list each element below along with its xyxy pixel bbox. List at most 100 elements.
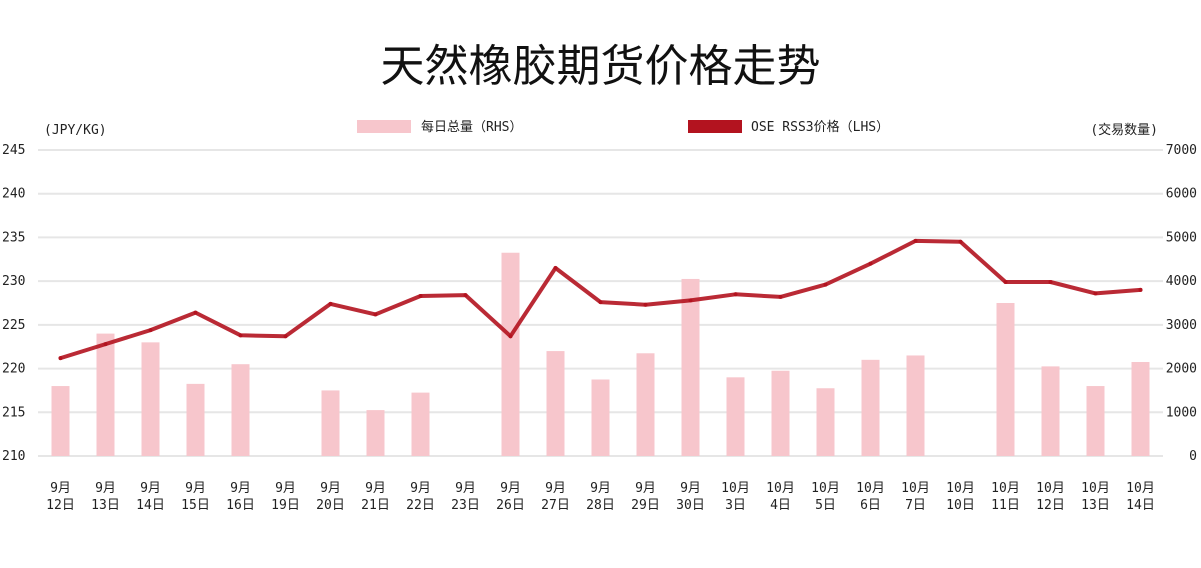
price-point bbox=[1138, 287, 1143, 292]
price-point bbox=[328, 301, 333, 306]
volume-bar bbox=[321, 390, 340, 456]
left-tick-label: 210 bbox=[2, 449, 25, 464]
volume-bar bbox=[96, 333, 115, 456]
x-tick-month: 9月 bbox=[545, 481, 566, 496]
x-tick-month: 9月 bbox=[635, 481, 656, 496]
x-tick-day: 27日 bbox=[541, 498, 570, 513]
x-tick-month: 10月 bbox=[721, 481, 750, 496]
price-point bbox=[1003, 280, 1008, 285]
x-tick-month: 10月 bbox=[766, 481, 795, 496]
price-point bbox=[238, 333, 243, 338]
price-point bbox=[913, 238, 918, 243]
x-tick-label: 10月 10日 bbox=[946, 481, 975, 513]
price-point bbox=[58, 356, 63, 361]
x-tick-label: 9月 19日 bbox=[271, 481, 300, 513]
x-tick-day: 22日 bbox=[406, 498, 435, 513]
right-tick-label: 7000 bbox=[1166, 143, 1197, 158]
volume-bar bbox=[411, 392, 430, 456]
legend: 每日总量（RHS） OSE RSS3价格（LHS） bbox=[357, 119, 889, 135]
price-point bbox=[778, 294, 783, 299]
price-point bbox=[508, 334, 513, 339]
x-tick-label: 10月 13日 bbox=[1081, 481, 1110, 513]
x-tick-month: 9月 bbox=[50, 481, 71, 496]
x-tick-label: 10月 14日 bbox=[1126, 481, 1155, 513]
volume-bar bbox=[681, 278, 700, 456]
price-point bbox=[553, 266, 558, 271]
price-point bbox=[868, 261, 873, 266]
volume-bar bbox=[51, 386, 70, 456]
x-tick-day: 10日 bbox=[946, 498, 975, 513]
x-tick-label: 9月 15日 bbox=[181, 481, 210, 513]
price-point bbox=[463, 293, 468, 298]
x-tick-label: 9月 29日 bbox=[631, 481, 660, 513]
x-tick-month: 9月 bbox=[365, 481, 386, 496]
volume-bar bbox=[1041, 366, 1060, 456]
x-tick-label: 10月 11日 bbox=[991, 481, 1020, 513]
price-point bbox=[283, 334, 288, 339]
legend-swatch-price bbox=[688, 120, 742, 133]
left-tick-label: 230 bbox=[2, 274, 25, 289]
x-tick-day: 19日 bbox=[271, 498, 300, 513]
x-tick-day: 5日 bbox=[815, 498, 836, 513]
price-point bbox=[643, 302, 648, 307]
right-axis-unit: (交易数量) bbox=[1090, 122, 1158, 138]
left-tick-label: 215 bbox=[2, 405, 25, 420]
right-tick-label: 5000 bbox=[1166, 230, 1197, 245]
x-tick-day: 6日 bbox=[860, 498, 881, 513]
left-tick-label: 225 bbox=[2, 318, 25, 333]
legend-label-volume: 每日总量（RHS） bbox=[421, 119, 522, 135]
legend-label-price: OSE RSS3价格（LHS） bbox=[751, 119, 889, 135]
x-tick-label: 10月 3日 bbox=[721, 481, 750, 513]
x-tick-day: 29日 bbox=[631, 498, 660, 513]
left-axis: 245 240 235 230 225 220 215 210 (JPY/KG) bbox=[2, 123, 107, 464]
volume-bars bbox=[51, 252, 1150, 456]
x-tick-month: 10月 bbox=[856, 481, 885, 496]
x-tick-day: 23日 bbox=[451, 498, 480, 513]
price-point bbox=[1048, 280, 1053, 285]
x-tick-label: 10月 6日 bbox=[856, 481, 885, 513]
x-tick-label: 9月 30日 bbox=[676, 481, 705, 513]
x-tick-month: 10月 bbox=[1126, 481, 1155, 496]
right-tick-label: 4000 bbox=[1166, 274, 1197, 289]
right-tick-label: 6000 bbox=[1166, 187, 1197, 202]
price-point bbox=[598, 300, 603, 305]
volume-bar bbox=[906, 355, 925, 456]
volume-bar bbox=[231, 364, 250, 456]
price-point bbox=[1093, 291, 1098, 296]
price-point bbox=[193, 310, 198, 315]
price-point bbox=[688, 298, 693, 303]
left-tick-label: 245 bbox=[2, 143, 25, 158]
x-tick-month: 9月 bbox=[455, 481, 476, 496]
x-tick-day: 14日 bbox=[136, 498, 165, 513]
x-tick-month: 9月 bbox=[140, 481, 161, 496]
x-tick-day: 12日 bbox=[1036, 498, 1065, 513]
volume-bar bbox=[726, 377, 745, 456]
x-tick-day: 21日 bbox=[361, 498, 390, 513]
volume-bar bbox=[816, 388, 835, 456]
x-tick-label: 9月 20日 bbox=[316, 481, 345, 513]
price-line bbox=[58, 238, 1143, 361]
price-point bbox=[373, 312, 378, 317]
x-tick-month: 9月 bbox=[590, 481, 611, 496]
x-tick-month: 9月 bbox=[410, 481, 431, 496]
price-series-line bbox=[58, 238, 1143, 361]
price-point bbox=[823, 282, 828, 287]
x-tick-label: 9月 21日 bbox=[361, 481, 390, 513]
price-point bbox=[418, 294, 423, 299]
volume-bar bbox=[591, 379, 610, 456]
x-tick-month: 10月 bbox=[946, 481, 975, 496]
right-tick-label: 1000 bbox=[1166, 405, 1197, 420]
x-tick-day: 30日 bbox=[676, 498, 705, 513]
price-point bbox=[148, 328, 153, 333]
chart-title: 天然橡胶期货价格走势 bbox=[380, 41, 821, 92]
price-point bbox=[958, 239, 963, 244]
x-tick-month: 9月 bbox=[185, 481, 206, 496]
x-tick-month: 9月 bbox=[320, 481, 341, 496]
x-tick-day: 7日 bbox=[905, 498, 926, 513]
left-tick-label: 240 bbox=[2, 187, 25, 202]
x-tick-day: 13日 bbox=[1081, 498, 1110, 513]
x-tick-month: 10月 bbox=[811, 481, 840, 496]
x-tick-label: 10月 4日 bbox=[766, 481, 795, 513]
